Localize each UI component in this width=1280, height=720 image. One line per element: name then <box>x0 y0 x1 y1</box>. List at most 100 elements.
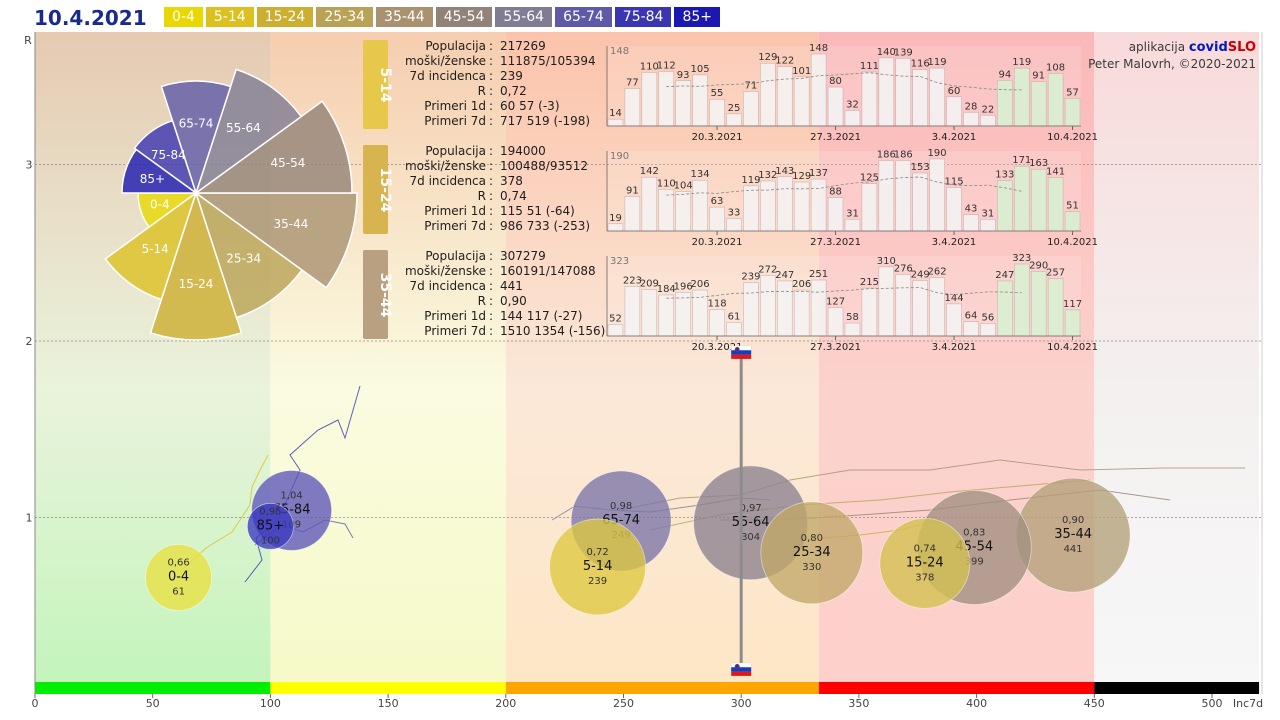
info-label: moški/ženske <box>405 264 486 278</box>
info-value: 0,72 <box>500 84 527 98</box>
info-value: 0,90 <box>500 294 527 308</box>
bar-value: 251 <box>809 269 828 280</box>
bar-value: 142 <box>640 166 659 177</box>
bar <box>827 197 844 232</box>
bar <box>624 196 641 232</box>
bar <box>844 219 861 232</box>
bar-value: 140 <box>877 47 896 58</box>
bar <box>1047 177 1064 232</box>
bar <box>980 219 996 232</box>
panel-group-tag <box>363 40 388 129</box>
bar-value: 186 <box>877 150 896 161</box>
bubble-group-label: 25-34 <box>793 545 831 560</box>
bar <box>743 91 759 127</box>
bubble-inc-value: 239 <box>588 576 607 587</box>
bar-value: 112 <box>657 61 676 72</box>
y-axis-label: R <box>24 34 32 47</box>
bar <box>997 280 1013 337</box>
bar-value: 223 <box>623 275 642 286</box>
bar <box>878 266 895 337</box>
bar <box>844 110 861 127</box>
bar <box>929 277 945 337</box>
flag-emblem <box>734 663 740 669</box>
bar <box>692 74 708 127</box>
info-label: 7d incidenca <box>410 279 487 293</box>
bar <box>861 287 878 337</box>
bar-value: 93 <box>677 70 690 81</box>
info-colon: : <box>489 309 493 323</box>
credit-author: Peter Malovrh, ©2020-2021 <box>1088 57 1256 71</box>
info-value: 986 733 (-253) <box>500 219 590 233</box>
bar <box>810 279 827 337</box>
info-value: 378 <box>500 174 523 188</box>
pie-label-75-84: 75-84 <box>151 148 186 162</box>
bar <box>675 292 691 337</box>
bar <box>980 323 996 337</box>
bar <box>912 280 928 337</box>
risk-band-bar <box>505 682 819 694</box>
risk-band-bar <box>35 682 271 694</box>
credit-brand-covid: covid <box>1188 40 1228 55</box>
bar-value: 132 <box>758 170 777 181</box>
legend-item-0-4: 0-4 <box>164 7 203 27</box>
bar <box>946 96 962 127</box>
bar-value: 88 <box>829 187 842 198</box>
info-label: Primeri 7d <box>424 114 486 128</box>
info-colon: : <box>489 324 493 338</box>
bubble-r-value: 0,95 <box>259 506 281 517</box>
legend-item-35-44: 35-44 <box>376 7 433 27</box>
bar-value: 19 <box>609 213 622 224</box>
bar-value: 206 <box>691 279 710 290</box>
bar-value: 137 <box>809 168 828 179</box>
panel-group-tag-label: 5-14 <box>377 67 393 102</box>
info-colon: : <box>489 84 493 98</box>
bubble-group-label: 85+ <box>257 518 284 533</box>
info-value: 100488/93512 <box>500 159 588 173</box>
bar-value: 80 <box>829 76 842 87</box>
bar <box>1030 81 1047 127</box>
bar-value: 290 <box>1029 260 1048 271</box>
bar-value: 43 <box>965 204 978 215</box>
pie-label-15-24: 15-24 <box>179 277 214 291</box>
bar-value: 249 <box>911 269 930 280</box>
info-colon: : <box>489 54 493 68</box>
info-colon: : <box>489 264 493 278</box>
info-value: 194000 <box>500 144 546 158</box>
date-label: 20.3.2021 <box>692 237 743 248</box>
pie-slice-85+ <box>121 148 199 194</box>
bar <box>980 115 996 127</box>
bar <box>997 80 1013 127</box>
info-value: 60 57 (-3) <box>500 99 560 113</box>
bubble-circle <box>246 502 294 550</box>
date-label: 27.3.2021 <box>810 342 861 353</box>
info-value: 441 <box>500 279 523 293</box>
bar-value: 127 <box>826 297 845 308</box>
bar-value: 22 <box>982 104 995 115</box>
bar <box>793 289 810 337</box>
bubble-group-label: 55-64 <box>732 515 770 530</box>
bubble-inc-value: 100 <box>261 535 280 546</box>
bar-value: 105 <box>691 64 710 75</box>
bar <box>709 206 725 232</box>
info-colon: : <box>489 219 493 233</box>
x-tick-label: 150 <box>378 697 399 710</box>
bar <box>793 181 810 232</box>
flag-stripe <box>731 662 752 668</box>
info-colon: : <box>489 189 493 203</box>
info-value: 115 51 (-64) <box>500 204 575 218</box>
bar <box>1030 168 1047 232</box>
credit: aplikacija covidSLO Peter Malovrh, ©2020… <box>1088 39 1256 73</box>
panel-group-tag <box>363 145 388 234</box>
bar-value: 129 <box>792 171 811 182</box>
info-colon: : <box>489 294 493 308</box>
info-label: 7d incidenca <box>410 69 487 83</box>
bar <box>624 286 641 337</box>
pie-slice-45-54 <box>193 100 353 194</box>
date-label: 3.4.2021 <box>932 237 977 248</box>
bar <box>946 187 962 232</box>
bar-value: 110 <box>640 61 659 72</box>
bar-value: 206 <box>792 279 811 290</box>
flag-stripe <box>731 354 752 359</box>
